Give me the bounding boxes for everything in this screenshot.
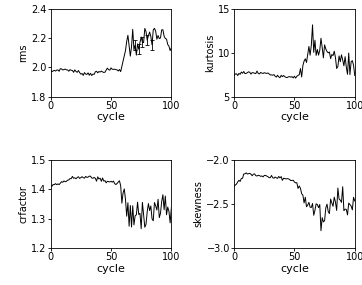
X-axis label: cycle: cycle bbox=[280, 264, 309, 274]
X-axis label: cycle: cycle bbox=[97, 112, 126, 122]
X-axis label: cycle: cycle bbox=[97, 264, 126, 274]
X-axis label: cycle: cycle bbox=[280, 112, 309, 122]
Y-axis label: crfactor: crfactor bbox=[18, 185, 28, 223]
Y-axis label: skewness: skewness bbox=[194, 180, 203, 227]
Y-axis label: rms: rms bbox=[18, 43, 28, 62]
Y-axis label: kurtosis: kurtosis bbox=[205, 33, 215, 72]
